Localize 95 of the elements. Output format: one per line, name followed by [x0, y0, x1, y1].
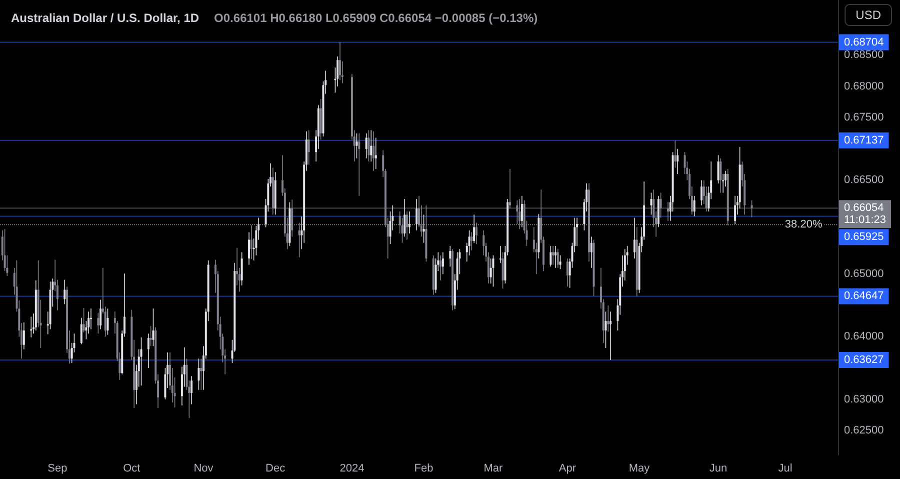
candlestick: [404, 198, 406, 237]
text: USD: [856, 8, 882, 22]
candlestick: [248, 232, 250, 266]
x-tick-label: May: [628, 462, 650, 474]
candlestick: [416, 198, 418, 231]
x-tick-label: Mar: [484, 462, 504, 474]
candlestick: [370, 130, 372, 162]
candlestick: [676, 148, 679, 174]
candlestick: [422, 214, 425, 244]
candlestick: [30, 316, 32, 338]
candlestick: [492, 254, 494, 288]
candlestick: [566, 258, 568, 288]
candlestick: [520, 195, 523, 228]
candlestick: [356, 132, 358, 159]
candlestick: [633, 217, 636, 259]
candlestick: [152, 308, 154, 346]
text: O0.66101 H0.66180 L0.65909 C0.66054 −0.00085 (−0.13%): [214, 11, 538, 25]
candlestick: [717, 154, 720, 184]
candlestick: [106, 308, 109, 336]
x-tick-label: Dec: [266, 462, 286, 474]
ref-line-label: 0.63627: [844, 354, 884, 366]
candlestick: [338, 42, 341, 81]
ref-line-label: 0.66054 11:01:23: [844, 202, 886, 226]
candlestick: [250, 224, 252, 260]
candlestick: [674, 140, 676, 168]
candlestick: [449, 246, 452, 268]
candlestick: [604, 311, 607, 348]
ref-line-label: 0.67137: [844, 134, 884, 146]
text: Australian Dollar / U.S. Dollar, 1D: [11, 11, 200, 25]
candlestick: [550, 246, 552, 268]
candlestick: [734, 195, 736, 224]
candlestick: [660, 192, 662, 218]
candlestick: [308, 130, 310, 165]
candlestick: [693, 195, 696, 217]
candlestick: [440, 254, 442, 281]
x-tick-label: Feb: [414, 462, 434, 474]
candlestick: [607, 305, 610, 332]
candlestick: [100, 299, 102, 330]
y-tick-label: 0.66500: [844, 174, 884, 186]
candlestick: [372, 131, 375, 172]
candlestick: [502, 252, 504, 289]
ref-line-label: 0.64647: [844, 290, 884, 302]
candlestick: [147, 333, 150, 368]
candlestick: [198, 358, 200, 390]
candlestick: [240, 252, 243, 286]
x-tick-label: Jun: [709, 462, 728, 474]
candlestick: [150, 326, 152, 346]
ref-line-label: 0.65925: [844, 231, 884, 244]
candlestick: [499, 246, 502, 264]
candlestick: [559, 254, 562, 270]
candlestick: [590, 236, 592, 268]
candlestick: [470, 232, 473, 251]
y-tick-label: 0.64000: [844, 330, 884, 343]
candlestick: [442, 252, 444, 275]
x-tick-label: Apr: [558, 462, 576, 474]
candlestick: [408, 211, 410, 234]
candlestick: [368, 130, 370, 162]
candlestick: [667, 202, 670, 222]
candlestick: [358, 132, 360, 196]
candlestick: [720, 158, 722, 194]
x-tick-label: Oct: [123, 462, 140, 474]
y-tick-label: 0.68000: [844, 80, 884, 92]
candlestick: [473, 214, 476, 244]
candlestick: [552, 246, 554, 266]
x-tick-label: Sep: [48, 462, 68, 474]
candlestick: [80, 318, 82, 345]
candlestick: [90, 308, 92, 330]
candlestick: [22, 322, 25, 350]
candlestick: [610, 311, 612, 360]
y-tick-label: 0.62500: [844, 424, 884, 437]
candlestick: [140, 336, 142, 386]
candlestick: [365, 132, 368, 159]
y-tick-label: 0.67500: [844, 112, 884, 124]
x-tick-label: Nov: [194, 462, 214, 474]
candlestick: [554, 246, 556, 268]
candlestick: [190, 376, 193, 405]
y-tick-label: 0.68500: [844, 49, 884, 62]
candlestick: [374, 137, 377, 170]
candlestick: [200, 358, 202, 390]
candlestick: [722, 174, 724, 194]
annotation: 38.20%: [784, 218, 822, 231]
candlestick: [508, 168, 511, 209]
candlestick: [64, 279, 66, 305]
x-tick-label: Jul: [778, 462, 792, 474]
candlestick: [750, 200, 753, 218]
candlestick: [82, 308, 85, 333]
ref-line-label: 0.68704: [844, 36, 884, 48]
candlestick: [490, 258, 492, 284]
candlestick: [650, 192, 652, 216]
x-tick-label: 2024: [340, 462, 364, 474]
candlestick: [700, 180, 703, 206]
candlestick: [97, 312, 100, 334]
y-tick-label: 0.65000: [844, 268, 884, 280]
candlestick: [556, 248, 559, 268]
y-tick-label: 0.63000: [844, 393, 884, 406]
